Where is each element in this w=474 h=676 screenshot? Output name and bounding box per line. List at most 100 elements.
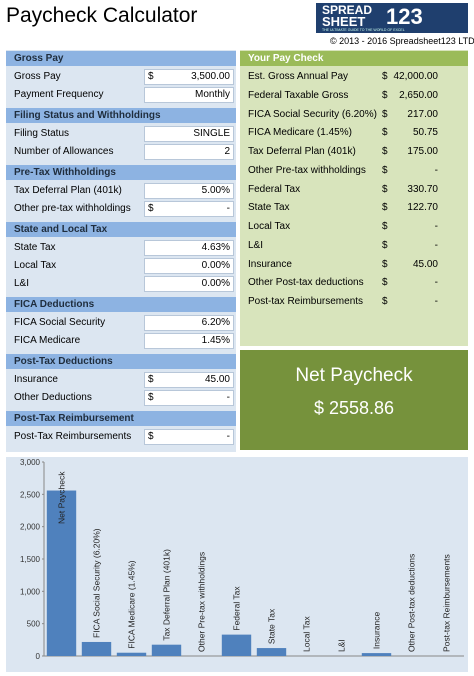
row-label: Tax Deferral Plan (401k) (14, 185, 122, 196)
row-value: 217.00 (407, 108, 438, 120)
y-tick-label: 2,500 (20, 490, 41, 499)
y-tick-label: 1,000 (20, 587, 41, 596)
input-cell (144, 144, 234, 160)
input-cell (144, 126, 234, 142)
y-tick-label: 3,000 (20, 458, 41, 467)
currency: $ (382, 239, 388, 251)
currency: $ (382, 146, 388, 157)
row-label: Federal Taxable Gross (248, 89, 349, 101)
currency: $ (382, 89, 388, 101)
input-cell (144, 333, 234, 349)
currency: $ (382, 164, 388, 176)
copyright: © 2013 - 2016 Spreadsheet123 LTD (330, 36, 474, 46)
page-title: Paycheck Calculator (6, 4, 198, 27)
bar (151, 644, 182, 656)
input-value: 0.00% (201, 260, 230, 271)
currency: $ (382, 221, 388, 232)
input-cell (144, 390, 234, 406)
net-title: Net Paycheck (295, 365, 413, 386)
currency: $ (382, 127, 388, 139)
row-value: - (434, 277, 438, 289)
row-value: 42,000.00 (393, 71, 439, 82)
section-header: FICA Deductions (6, 297, 236, 312)
bar (46, 490, 77, 656)
row-label: Other Post-tax deductions (248, 277, 364, 289)
row-label: Number of Allowances (14, 146, 114, 157)
section-header: State and Local Tax (6, 222, 236, 237)
net-value: $ 2558.86 (313, 398, 395, 418)
row-label: Federal Tax (248, 183, 301, 195)
category-label: FICA Social Security (6.20%) (92, 528, 102, 638)
input-value: 5.00% (201, 185, 230, 196)
input-cell (144, 315, 234, 331)
currency: $ (148, 392, 154, 403)
y-tick-label: 0 (36, 652, 41, 661)
currency: $ (382, 296, 388, 307)
category-label: L&I (337, 639, 347, 652)
section-header: Your Pay Check (240, 51, 468, 66)
row-value: 122.70 (407, 202, 438, 214)
row-value: 175.00 (407, 146, 438, 157)
row-label: Tax Deferral Plan (401k) (248, 146, 356, 157)
row-label: Gross Pay (14, 71, 61, 82)
bar (361, 653, 392, 656)
row-label: Other pre-tax withholdings (14, 203, 131, 214)
row-label: Insurance (14, 374, 58, 385)
currency: $ (382, 277, 388, 289)
row-value: 45.00 (412, 258, 438, 270)
row-label: FICA Social Security (14, 317, 106, 328)
row-label: L&I (248, 239, 264, 251)
logo-tagline: THE ULTIMATE GUIDE TO THE WORLD OF EXCEL (322, 28, 405, 32)
bar (116, 652, 147, 656)
input-value: 4.63% (201, 242, 230, 253)
row-label: Filing Status (14, 128, 70, 139)
row-label: Insurance (248, 258, 292, 270)
row-label: FICA Medicare (14, 335, 81, 346)
row-label: L&I (14, 278, 30, 289)
input-cell (144, 201, 234, 217)
input-value: 3,500.00 (191, 71, 230, 82)
input-value: - (226, 431, 230, 442)
y-tick-label: 500 (27, 620, 41, 629)
section-header: Filing Status and Withholdings (6, 108, 236, 123)
row-label: State Tax (14, 242, 56, 253)
input-cell (144, 69, 234, 85)
currency: $ (148, 203, 154, 214)
row-label: State Tax (248, 202, 290, 214)
input-cell (144, 429, 234, 445)
row-label: Post-tax Reimbursements (248, 296, 364, 307)
row-value: - (434, 296, 438, 307)
category-label: Tax Deferral Plan (401k) (162, 549, 172, 641)
input-value: SINGLE (193, 128, 230, 139)
input-value: - (226, 203, 230, 214)
currency: $ (382, 258, 388, 270)
chart: 0 500 1,000 1,500 2,000 2,500 3,000 Net Paychec… (6, 457, 468, 672)
currency: $ (148, 431, 154, 442)
currency: $ (148, 71, 154, 82)
row-value: 330.70 (407, 183, 438, 195)
row-value: - (434, 164, 438, 176)
category-label: Post-tax Reimbursements (442, 554, 452, 652)
bar (221, 634, 252, 656)
section-header: Pre-Tax Withholdings (6, 165, 236, 180)
input-value: 1.45% (201, 335, 230, 346)
logo-number: 123 (386, 4, 423, 29)
category-label: State Tax (267, 608, 277, 644)
row-value: - (434, 239, 438, 251)
currency: $ (382, 183, 388, 195)
row-label: Post-Tax Reimbursements (14, 431, 132, 442)
category-label: Insurance (372, 611, 382, 649)
category-label: Local Tax (302, 615, 312, 652)
currency: $ (148, 374, 154, 385)
category-label: FICA Medicare (1.45%) (127, 560, 137, 649)
section-header: Post-Tax Deductions (6, 354, 236, 369)
row-label: Local Tax (248, 221, 291, 232)
logo-text: SPREAD (322, 3, 373, 17)
input-value: 6.20% (201, 317, 230, 328)
currency: $ (382, 202, 388, 214)
row-label: Other Pre-tax withholdings (248, 164, 366, 176)
input-cell (144, 240, 234, 256)
input-cell (144, 276, 234, 292)
input-cell (144, 183, 234, 199)
